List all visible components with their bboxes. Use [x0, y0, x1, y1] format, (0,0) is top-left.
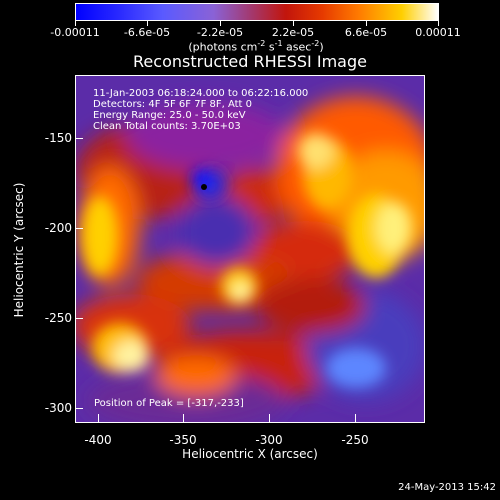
observation-info: 11-Jan-2003 06:18:24.000 to 06:22:16.000…: [93, 88, 308, 132]
y-axis-title: Heliocentric Y (arcsec): [12, 182, 26, 318]
y-tick-label-4: -300: [44, 401, 72, 415]
units-part-1: (photons cm: [188, 40, 258, 54]
colorbar-label-6: 0.00011: [415, 26, 461, 39]
x-axis-title: Heliocentric X (arcsec): [182, 447, 318, 461]
heatmap-hotspots: [82, 133, 412, 388]
units-part-7: ): [319, 40, 324, 54]
page-title: Reconstructed RHESSI Image: [133, 52, 367, 71]
units-part-2: -2: [257, 39, 266, 48]
hotspot-7: [82, 196, 118, 276]
hotspot-11: [191, 168, 211, 188]
hotspot-9: [113, 340, 149, 372]
colorbar-label-1: -0.00011: [50, 26, 100, 39]
colorbar-label-2: -6.6e-05: [123, 26, 171, 39]
x-tick-3: [269, 414, 270, 422]
hotspot-12: [326, 348, 386, 388]
x-tick-label-1: -400: [84, 433, 112, 447]
region-14: [176, 196, 256, 266]
y-tick-3: [75, 318, 83, 319]
heatmap-image: [76, 76, 424, 422]
peak-marker: [201, 184, 207, 190]
x-tick-2: [183, 414, 184, 422]
hotspot-6: [232, 283, 250, 301]
region-11: [86, 371, 286, 422]
observation-counts: Clean Total counts: 3.70E+03: [93, 121, 241, 132]
region-15: [156, 356, 236, 396]
colorbar-label-3: -2.2e-05: [196, 26, 244, 39]
x-tick-4: [355, 414, 356, 422]
hotspot-3: [376, 202, 412, 254]
peak-position-text: Position of Peak = [-317,-233]: [94, 398, 244, 409]
region-3: [126, 102, 286, 170]
hotspot-4: [298, 133, 334, 169]
x-tick-1: [98, 414, 99, 422]
units-part-3: s: [265, 40, 275, 54]
colorbar-tick-2: [147, 20, 148, 26]
region-13: [256, 278, 366, 334]
units-part-5: asec: [282, 40, 312, 54]
colorbar: [75, 3, 439, 21]
x-tick-label-2: -350: [169, 433, 197, 447]
y-tick-label-3: -250: [44, 311, 72, 325]
colorbar-tick-6: [438, 20, 439, 26]
image-panel: [75, 75, 425, 423]
footer-timestamp: 24-May-2013 15:42: [398, 482, 496, 493]
x-tick-label-4: -250: [341, 433, 369, 447]
y-tick-label-2: -200: [44, 221, 72, 235]
y-tick-label-1: -150: [44, 131, 72, 145]
colorbar-tick-3: [220, 20, 221, 26]
region-8: [136, 251, 296, 311]
units-part-4: -1: [274, 39, 283, 48]
y-tick-2: [75, 228, 83, 229]
colorbar-label-5: 6.6e-05: [344, 26, 388, 39]
units-part-6: -2: [311, 39, 320, 48]
colorbar-tick-5: [366, 20, 367, 26]
observation-detectors: Detectors: 4F 5F 6F 7F 8F, Att 0: [93, 99, 253, 110]
observation-time: 11-Jan-2003 06:18:24.000 to 06:22:16.000: [93, 88, 309, 99]
colorbar-tick-4: [293, 20, 294, 26]
x-tick-label-3: -300: [255, 433, 283, 447]
observation-energy: Energy Range: 25.0 - 50.0 keV: [93, 110, 246, 121]
y-tick-1: [75, 138, 83, 139]
y-tick-4: [75, 408, 83, 409]
colorbar-label-4: 2.2e-05: [271, 26, 315, 39]
colorbar-units: (photons cm-2 s-1 asec-2): [188, 37, 323, 55]
colorbar-tick-1: [75, 20, 76, 26]
